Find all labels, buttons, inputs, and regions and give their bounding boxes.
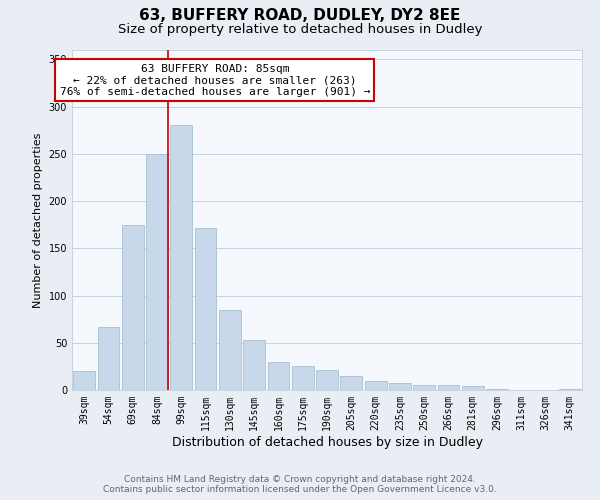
Bar <box>413 386 435 390</box>
Bar <box>73 371 95 390</box>
X-axis label: Distribution of detached houses by size in Dudley: Distribution of detached houses by size … <box>172 436 482 448</box>
Text: Size of property relative to detached houses in Dudley: Size of property relative to detached ho… <box>118 22 482 36</box>
Text: 63 BUFFERY ROAD: 85sqm
← 22% of detached houses are smaller (263)
76% of semi-de: 63 BUFFERY ROAD: 85sqm ← 22% of detached… <box>59 64 370 97</box>
Bar <box>219 310 241 390</box>
Bar <box>559 389 581 390</box>
Bar <box>462 386 484 390</box>
Text: 63, BUFFERY ROAD, DUDLEY, DY2 8EE: 63, BUFFERY ROAD, DUDLEY, DY2 8EE <box>139 8 461 22</box>
Bar <box>292 366 314 390</box>
Bar <box>316 370 338 390</box>
Bar <box>389 384 411 390</box>
Bar <box>243 340 265 390</box>
Bar <box>365 380 386 390</box>
Bar <box>97 326 119 390</box>
Text: Contains HM Land Registry data © Crown copyright and database right 2024.
Contai: Contains HM Land Registry data © Crown c… <box>103 474 497 494</box>
Bar <box>268 362 289 390</box>
Bar <box>122 224 143 390</box>
Bar <box>146 154 168 390</box>
Bar <box>340 376 362 390</box>
Y-axis label: Number of detached properties: Number of detached properties <box>33 132 43 308</box>
Bar <box>170 124 192 390</box>
Bar <box>486 389 508 390</box>
Bar <box>194 228 217 390</box>
Bar <box>437 386 460 390</box>
